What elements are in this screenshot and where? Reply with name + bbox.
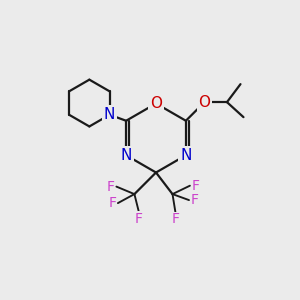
Text: N: N	[104, 107, 115, 122]
Text: F: F	[172, 212, 179, 226]
Text: O: O	[199, 94, 211, 110]
Text: F: F	[190, 193, 198, 207]
Text: F: F	[192, 179, 200, 193]
Text: N: N	[104, 107, 115, 122]
Text: F: F	[109, 196, 116, 210]
Text: F: F	[135, 212, 143, 226]
Text: O: O	[150, 96, 162, 111]
Text: F: F	[106, 180, 114, 194]
Text: N: N	[180, 148, 192, 163]
Text: N: N	[120, 148, 132, 163]
